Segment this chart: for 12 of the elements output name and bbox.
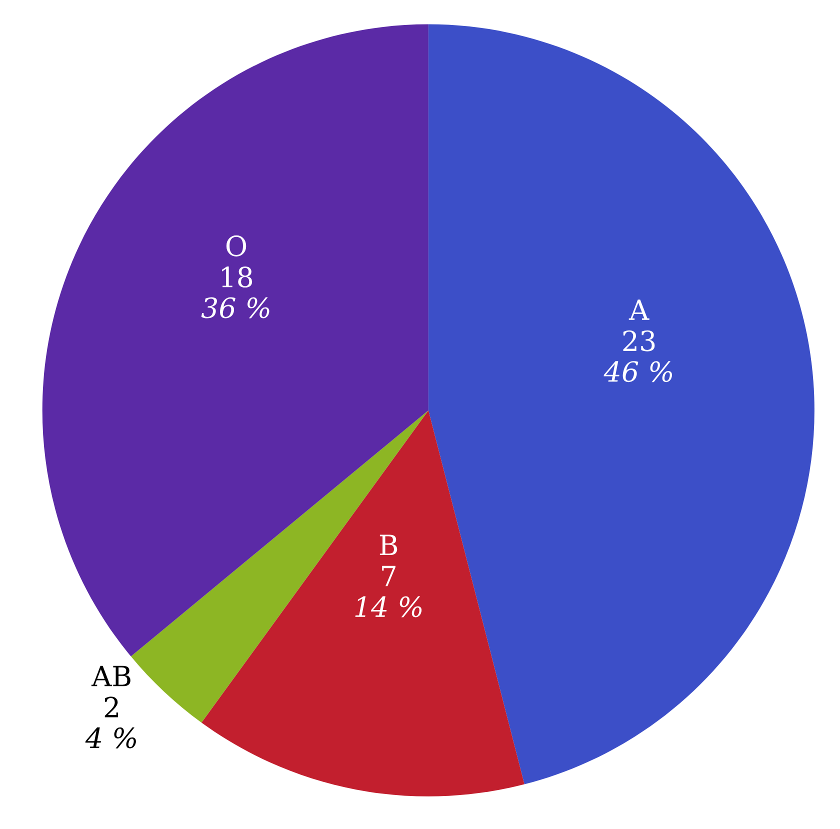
slice-label: A xyxy=(628,300,650,320)
slice-label: B xyxy=(380,534,398,556)
slice-label: O xyxy=(226,235,246,256)
data-label: 23 46 % xyxy=(604,330,672,382)
pie-slice xyxy=(201,410,524,796)
data-label: 2 4 % xyxy=(85,696,136,748)
pie-slice xyxy=(42,24,428,656)
slice-label: AB xyxy=(91,666,130,686)
data-label: 7 14 % xyxy=(355,566,422,618)
pie-slice xyxy=(130,410,428,723)
data-label: 18 36 % xyxy=(201,266,270,318)
pie-slice xyxy=(428,24,814,784)
